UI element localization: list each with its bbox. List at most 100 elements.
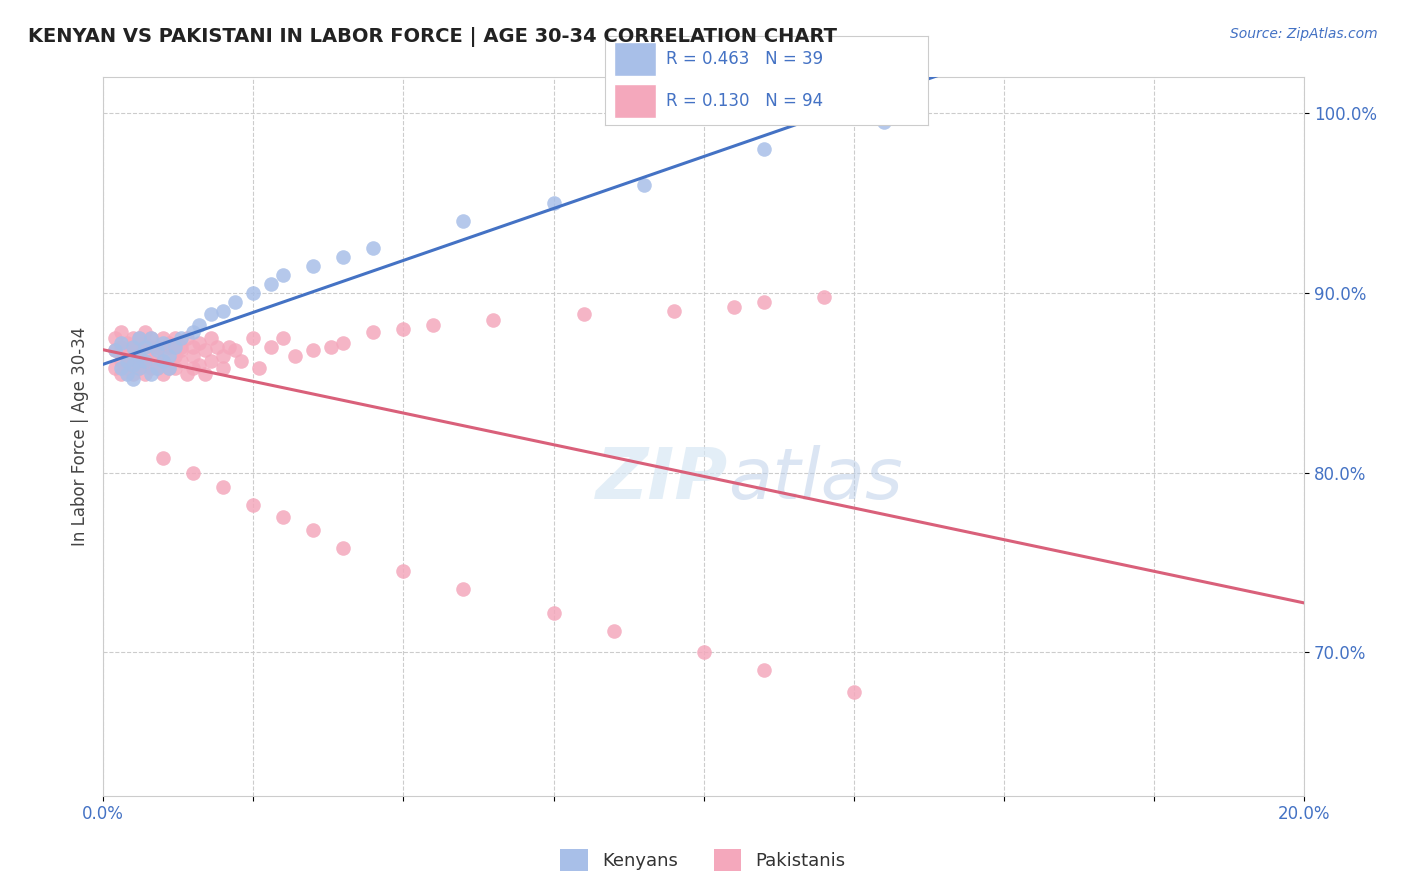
Point xyxy=(104,361,127,376)
Point xyxy=(176,331,198,345)
FancyBboxPatch shape xyxy=(614,42,657,76)
Point xyxy=(128,361,150,376)
Point xyxy=(723,301,745,315)
Point xyxy=(188,358,211,372)
Point xyxy=(115,361,138,376)
Point xyxy=(128,331,150,345)
Point xyxy=(152,354,174,368)
Point xyxy=(392,564,415,578)
Point xyxy=(141,331,163,345)
Point xyxy=(141,367,163,381)
Point xyxy=(134,336,156,351)
Point xyxy=(188,318,211,333)
Point xyxy=(157,361,180,376)
Point xyxy=(242,285,264,300)
Point xyxy=(110,367,132,381)
Point xyxy=(134,367,156,381)
Point xyxy=(200,331,222,345)
Point xyxy=(141,331,163,345)
FancyBboxPatch shape xyxy=(614,84,657,118)
Point xyxy=(543,196,565,211)
Point xyxy=(271,510,294,524)
Point xyxy=(165,340,187,354)
Point xyxy=(224,294,246,309)
Point xyxy=(128,349,150,363)
Point xyxy=(813,289,835,303)
Point xyxy=(302,259,325,273)
Point xyxy=(422,318,444,333)
Point xyxy=(152,451,174,466)
Point xyxy=(212,304,235,318)
Point xyxy=(218,340,240,354)
Point xyxy=(122,354,145,368)
Point xyxy=(165,361,187,376)
Point xyxy=(212,480,235,494)
Point xyxy=(122,367,145,381)
Point xyxy=(302,343,325,358)
Point xyxy=(110,361,132,376)
Point xyxy=(110,336,132,351)
Point xyxy=(212,361,235,376)
Point xyxy=(134,358,156,372)
Point xyxy=(453,582,475,597)
Point xyxy=(146,340,169,354)
Point xyxy=(134,326,156,340)
Point xyxy=(157,340,180,354)
Point xyxy=(332,541,354,555)
Point xyxy=(271,331,294,345)
Point xyxy=(110,354,132,368)
Point xyxy=(146,361,169,376)
Point xyxy=(110,326,132,340)
Point xyxy=(181,349,204,363)
Point xyxy=(115,349,138,363)
Point xyxy=(181,340,204,354)
Point xyxy=(115,358,138,372)
Point xyxy=(128,343,150,358)
Point xyxy=(247,361,270,376)
Point xyxy=(194,343,217,358)
Point xyxy=(134,340,156,354)
Point xyxy=(224,343,246,358)
Point xyxy=(231,354,253,368)
Y-axis label: In Labor Force | Age 30-34: In Labor Force | Age 30-34 xyxy=(72,327,89,546)
Point xyxy=(260,277,283,291)
Point xyxy=(157,349,180,363)
Point xyxy=(104,331,127,345)
Point xyxy=(752,294,775,309)
Point xyxy=(141,340,163,354)
Point xyxy=(152,336,174,351)
Text: Source: ZipAtlas.com: Source: ZipAtlas.com xyxy=(1230,27,1378,41)
Text: R = 0.463   N = 39: R = 0.463 N = 39 xyxy=(666,50,823,68)
Point xyxy=(134,354,156,368)
Point xyxy=(122,340,145,354)
Point xyxy=(181,326,204,340)
Point xyxy=(141,361,163,376)
Point xyxy=(146,349,169,363)
Point xyxy=(363,326,385,340)
Point xyxy=(128,354,150,368)
Point xyxy=(392,322,415,336)
Point xyxy=(146,343,169,358)
Point xyxy=(141,354,163,368)
Text: R = 0.130   N = 94: R = 0.130 N = 94 xyxy=(666,92,823,110)
Point xyxy=(842,684,865,698)
Point xyxy=(115,354,138,368)
Point xyxy=(122,372,145,386)
Point xyxy=(122,340,145,354)
Point xyxy=(692,645,714,659)
Legend: Kenyans, Pakistanis: Kenyans, Pakistanis xyxy=(553,842,853,879)
Point xyxy=(115,336,138,351)
Point xyxy=(662,304,685,318)
Point xyxy=(602,624,624,638)
Point xyxy=(170,343,193,358)
Point xyxy=(200,354,222,368)
Point xyxy=(302,523,325,537)
Point xyxy=(165,349,187,363)
Point xyxy=(152,331,174,345)
Point xyxy=(200,308,222,322)
Text: atlas: atlas xyxy=(728,445,903,514)
Point xyxy=(212,349,235,363)
Point xyxy=(104,343,127,358)
Point xyxy=(122,331,145,345)
Point xyxy=(181,466,204,480)
